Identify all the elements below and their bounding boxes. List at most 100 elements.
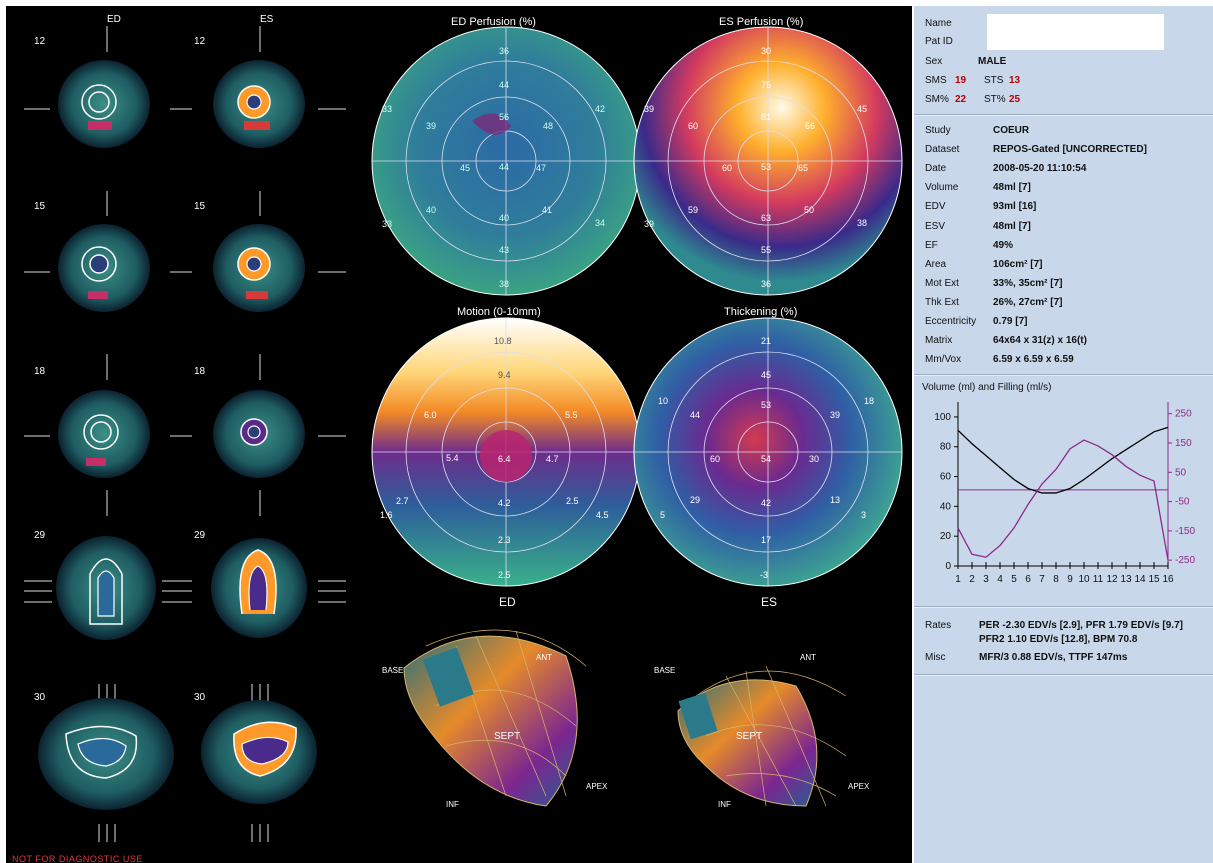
patid-label: Pat ID bbox=[925, 36, 953, 47]
slice-number-ed: 15 bbox=[34, 201, 46, 212]
y2-tick-label: 50 bbox=[1175, 467, 1187, 478]
smp-value: 22 bbox=[955, 94, 967, 105]
segment-value: 1.6 bbox=[380, 510, 393, 520]
study-value: COEUR bbox=[993, 125, 1030, 136]
stp-value: 25 bbox=[1009, 94, 1021, 105]
segment-value: 10 bbox=[658, 396, 668, 406]
phase-label-es: ES bbox=[761, 595, 777, 609]
smp-label: SM% bbox=[925, 94, 949, 105]
x-tick-label: 5 bbox=[1011, 574, 1017, 585]
x-tick-label: 13 bbox=[1120, 574, 1132, 585]
stp-label: ST% bbox=[984, 94, 1006, 105]
watermark: NOT FOR DIAGNOSTIC USE bbox=[12, 854, 143, 863]
study-value: REPOS-Gated [UNCORRECTED] bbox=[993, 144, 1147, 156]
slice-row-1[interactable]: 12 12 bbox=[24, 26, 346, 148]
study-value: 6.59 x 6.59 x 6.59 bbox=[993, 354, 1074, 366]
segment-value: 41 bbox=[542, 205, 552, 215]
segment-value: 6.0 bbox=[424, 410, 437, 420]
study-label: EDV bbox=[925, 201, 946, 213]
y-tick-label: 20 bbox=[940, 531, 952, 542]
divider bbox=[914, 606, 1213, 608]
model-label-sept: SEPT bbox=[494, 731, 520, 742]
segment-value: 13 bbox=[830, 495, 840, 505]
col-label-es: ES bbox=[260, 14, 274, 25]
slice-row-3[interactable]: 18 18 bbox=[24, 354, 346, 478]
x-tick-label: 16 bbox=[1162, 574, 1174, 585]
sex-label: Sex bbox=[925, 56, 943, 67]
study-value: 48ml [7] bbox=[993, 220, 1031, 232]
slice-row-5[interactable]: 30 30 bbox=[34, 684, 317, 842]
segment-value: 59 bbox=[688, 205, 698, 215]
model-3d-es[interactable]: BASE ANT SEPT INF APEX bbox=[654, 653, 870, 809]
polar-map-title: ES Perfusion (%) bbox=[719, 16, 803, 28]
segment-value: 66 bbox=[805, 121, 815, 131]
image-viewer[interactable]: ED ES 12 12 15 15 bbox=[6, 6, 912, 863]
y2-tick-label: -150 bbox=[1175, 526, 1195, 537]
polar-map-motion[interactable]: Motion (0-10mm) 10.8 9.4 6.0 5.5 5.4 6.4… bbox=[371, 306, 641, 587]
segment-value: 39 bbox=[426, 121, 436, 131]
study-value: 48ml [7] bbox=[993, 182, 1031, 194]
volume-filling-chart[interactable]: Volume (ml) and Filling (ml/s) 0 20 40 60 80… bbox=[918, 382, 1208, 592]
y2-tick-label: -250 bbox=[1175, 555, 1195, 566]
slice-row-4[interactable]: 29 29 bbox=[24, 490, 346, 640]
polar-map-thickening[interactable]: Thickening (%) 21 45 53 44 39 10 18 60 5… bbox=[633, 306, 903, 587]
x-tick-label: 1 bbox=[955, 574, 961, 585]
study-value: 2008-05-20 11:10:54 bbox=[993, 163, 1087, 175]
segment-value: 60 bbox=[688, 121, 698, 131]
x-tick-label: 14 bbox=[1134, 574, 1146, 585]
rates-line-1: PER -2.30 EDV/s [2.9], PFR 1.79 EDV/s [9… bbox=[979, 620, 1183, 631]
segment-value: 42 bbox=[595, 104, 605, 114]
segment-value: -3 bbox=[760, 570, 768, 580]
study-label: Study bbox=[925, 125, 951, 136]
divider bbox=[914, 374, 1213, 376]
polar-map-title: Motion (0-10mm) bbox=[457, 306, 541, 318]
study-label: Area bbox=[925, 258, 947, 270]
segment-value: 75 bbox=[761, 80, 771, 90]
x-tick-label: 12 bbox=[1106, 574, 1118, 585]
segment-value: 36 bbox=[761, 279, 771, 289]
name-field[interactable] bbox=[987, 14, 1164, 50]
segment-value: 42 bbox=[761, 498, 771, 508]
viewer-canvas: ED ES 12 12 15 15 bbox=[24, 14, 903, 842]
slice-number-es: 15 bbox=[194, 201, 206, 212]
segment-value: 40 bbox=[499, 213, 509, 223]
x-tick-label: 11 bbox=[1093, 574, 1104, 585]
model-label-base: BASE bbox=[654, 666, 675, 675]
slice-row-2[interactable]: 15 15 bbox=[24, 191, 346, 312]
polar-map-ed-perfusion[interactable]: ED Perfusion (%) 36 44 56 48 42 39 33 44… bbox=[371, 16, 641, 296]
series-line-1 bbox=[957, 426, 1169, 494]
segment-value: 2.5 bbox=[498, 570, 511, 580]
segment-value: 47 bbox=[536, 163, 546, 173]
segment-value: 44 bbox=[690, 410, 700, 420]
slice-number-ed: 12 bbox=[34, 36, 46, 47]
y-tick-label: 40 bbox=[940, 501, 952, 512]
x-tick-label: 6 bbox=[1025, 574, 1031, 585]
divider bbox=[914, 114, 1213, 116]
segment-value: 21 bbox=[761, 336, 771, 346]
slice-number-es: 12 bbox=[194, 36, 206, 47]
segment-value: 53 bbox=[761, 162, 771, 172]
study-label: Eccentricity bbox=[925, 316, 977, 327]
model-label-apex: APEX bbox=[848, 782, 870, 791]
x-tick-label: 7 bbox=[1039, 574, 1045, 585]
study-label: Dataset bbox=[925, 144, 960, 156]
col-label-ed: ED bbox=[107, 14, 121, 25]
y2-tick-label: 150 bbox=[1175, 438, 1192, 449]
name-label: Name bbox=[925, 18, 952, 29]
y-tick-label: 0 bbox=[945, 561, 951, 572]
segment-value: 44 bbox=[499, 162, 509, 172]
segment-value: 63 bbox=[761, 213, 771, 223]
model-3d-ed[interactable]: BASE ANT SEPT INF APEX bbox=[382, 629, 608, 809]
model-label-inf: INF bbox=[718, 800, 731, 809]
polar-map-title: Thickening (%) bbox=[724, 306, 797, 318]
sts-value: 13 bbox=[1009, 75, 1021, 86]
study-value: 64x64 x 31(z) x 16(t) bbox=[993, 335, 1087, 347]
study-label: ESV bbox=[925, 220, 946, 232]
polar-map-es-perfusion[interactable]: ES Perfusion (%) 30 75 81 66 45 60 39 53… bbox=[633, 16, 903, 296]
study-value: 49% bbox=[993, 239, 1014, 251]
study-label: Mm/Vox bbox=[925, 354, 962, 366]
sex-value: MALE bbox=[978, 56, 1007, 67]
misc-label: Misc bbox=[925, 652, 946, 663]
segment-value: 5.5 bbox=[565, 410, 578, 420]
